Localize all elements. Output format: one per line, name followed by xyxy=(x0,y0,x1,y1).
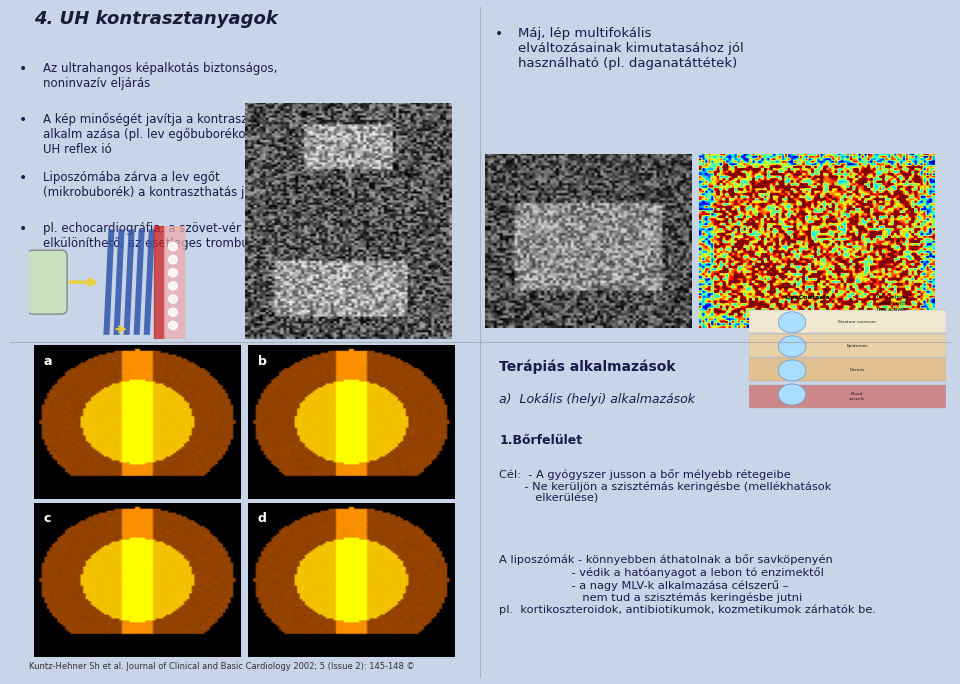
Bar xyxy=(749,385,946,408)
Text: •: • xyxy=(19,62,28,75)
Text: •: • xyxy=(19,222,28,236)
Text: pl. echocardiográfia: a szövet-vér határ jól
elkülöníthető, az esetleges trombus: pl. echocardiográfia: a szövet-vér határ… xyxy=(43,222,335,250)
Text: Terápiás alkalmazások: Terápiás alkalmazások xyxy=(499,359,676,373)
Circle shape xyxy=(169,282,178,290)
Circle shape xyxy=(169,269,178,277)
Text: Máj, lép multifokális
elváltozásainak kimutatasához jól
használható (pl. daganat: Máj, lép multifokális elváltozásainak ki… xyxy=(518,27,744,70)
Circle shape xyxy=(169,308,178,317)
Circle shape xyxy=(169,242,178,250)
Polygon shape xyxy=(113,230,125,335)
Circle shape xyxy=(779,360,805,381)
Text: 1.Bőrfelület: 1.Bőrfelület xyxy=(499,434,583,447)
Circle shape xyxy=(779,312,805,333)
Text: Blood
vessels: Blood vessels xyxy=(849,393,865,401)
Circle shape xyxy=(169,255,178,264)
Text: POST ORAL CONTRAST INGESTION: POST ORAL CONTRAST INGESTION xyxy=(306,361,390,366)
Text: LipoCoutaala: LipoCoutaala xyxy=(784,295,829,300)
Polygon shape xyxy=(104,230,114,335)
Bar xyxy=(154,226,164,339)
Text: Conventional
vehicle with
free actives: Conventional vehicle with free actives xyxy=(876,295,909,312)
Text: TRANSVERSE PANCREAS: TRANSVERSE PANCREAS xyxy=(318,348,378,353)
Text: Epidermis: Epidermis xyxy=(846,343,868,347)
Text: •: • xyxy=(19,113,28,127)
Text: 4. UH kontrasztanyagok: 4. UH kontrasztanyagok xyxy=(34,10,277,28)
Circle shape xyxy=(169,321,178,330)
Text: TRANSVERSE PANCREAS: TRANSVERSE PANCREAS xyxy=(318,246,378,250)
Polygon shape xyxy=(133,230,145,335)
Polygon shape xyxy=(124,230,134,335)
Text: a: a xyxy=(44,354,53,368)
Circle shape xyxy=(779,384,805,405)
Text: c: c xyxy=(44,512,51,525)
Bar xyxy=(749,358,946,381)
Text: d: d xyxy=(258,512,267,525)
Text: Kuntz-Hehner Sh et al. Journal of Clinical and Basic Cardiology 2002; 5 (Issue 2: Kuntz-Hehner Sh et al. Journal of Clinic… xyxy=(29,662,415,672)
Text: •: • xyxy=(494,27,503,41)
Text: Cél:  - A gyógyszer jusson a bőr mélyebb rétegeibe
       - Ne kerüljön a sziszt: Cél: - A gyógyszer jusson a bőr mélyebb … xyxy=(499,469,831,503)
Text: a)  Lokális (helyi) alkalmazások: a) Lokális (helyi) alkalmazások xyxy=(499,393,695,406)
Circle shape xyxy=(169,295,178,303)
Text: Dermis: Dermis xyxy=(850,368,865,371)
Text: Liposzómába zárva a lev egőt
(mikrobuborék) a kontraszthatás javítható: Liposzómába zárva a lev egőt (mikrobubor… xyxy=(43,171,294,199)
Text: •: • xyxy=(19,171,28,185)
Text: A kép minőségét javítja a kontrasztanyag
alkalm azása (pl. lev egőbuborékok) - e: A kép minőségét javítja a kontrasztanyag… xyxy=(43,113,295,156)
Polygon shape xyxy=(144,230,155,335)
FancyBboxPatch shape xyxy=(27,250,67,314)
Bar xyxy=(749,334,946,357)
Circle shape xyxy=(779,336,805,357)
Text: Stratum corneum: Stratum corneum xyxy=(838,319,876,324)
Text: A liposzómák - könnyebben áthatolnak a bőr savköpenyén
                    - véd: A liposzómák - könnyebben áthatolnak a b… xyxy=(499,554,876,615)
Text: b: b xyxy=(258,354,267,368)
Bar xyxy=(164,226,184,339)
Text: Az ultrahangos képalkotás biztonságos,
noninvazív eljárás: Az ultrahangos képalkotás biztonságos, n… xyxy=(43,62,277,90)
Bar xyxy=(749,310,946,333)
Text: PRE ORAL CONTRAST INGESTION: PRE ORAL CONTRAST INGESTION xyxy=(308,259,388,263)
